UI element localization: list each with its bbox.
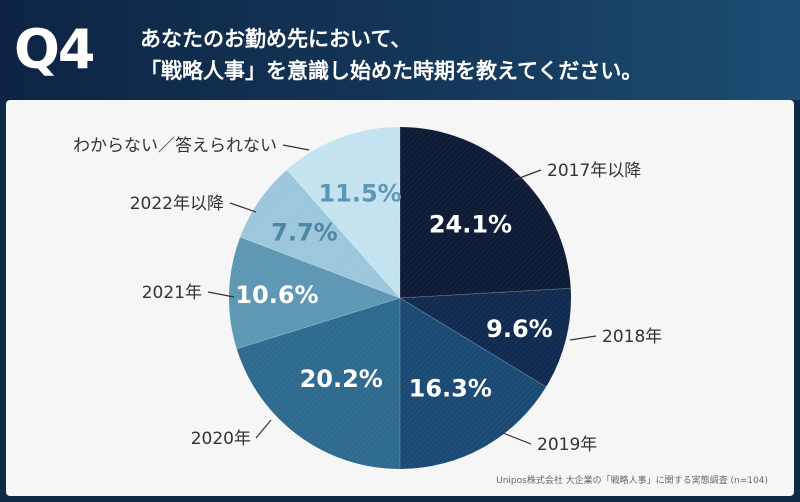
header-banner: Q4 あなたのお勤め先において、 「戦略人事」を意識し始めた時期を教えてください… (0, 0, 800, 100)
slice-value-label: 16.3% (409, 374, 492, 402)
slice-separator (236, 297, 401, 350)
category-label: 2020年 (191, 429, 251, 449)
question-number-badge: Q4 (14, 18, 95, 81)
pie-slice-texture-3 (400, 298, 547, 469)
category-label: 2021年 (142, 283, 202, 303)
leader-line (282, 144, 310, 151)
slice-value-label: 24.1% (429, 210, 512, 238)
category-label: 2022年以降 (130, 194, 224, 214)
leader-line (513, 169, 542, 181)
slice-value-label: 11.5% (318, 179, 401, 207)
pie-slice-texture-7 (286, 127, 400, 298)
slice-value-label: 20.2% (300, 365, 383, 393)
leader-line (207, 291, 235, 298)
slice-separator (399, 297, 547, 388)
pie-slice-texture-5 (229, 237, 400, 349)
pie-slice-texture-2 (400, 288, 571, 387)
slice-separator (286, 169, 401, 299)
slice-value-label: 10.6% (235, 281, 318, 309)
chart-panel: 24.1% 9.6% 16.3% 20.2% 10.6% 7.7% 11.5% 2017年以降… (6, 100, 794, 496)
leader-line (229, 202, 257, 213)
pie-slice-texture-4 (236, 298, 400, 469)
slice-value-label: 7.7% (271, 219, 338, 247)
slice-separator (240, 236, 401, 299)
slice-separator (399, 287, 571, 299)
leader-line (255, 419, 272, 439)
category-label: わからない／答えられない (73, 136, 277, 156)
leader-line (502, 432, 532, 445)
pie-slice-texture-1 (400, 127, 571, 298)
category-label: 2019年 (537, 435, 597, 455)
question-title-line2: 「戦略人事」を意識し始めた時期を教えてください。 (140, 59, 643, 83)
category-label: 2017年以降 (547, 161, 641, 181)
source-note: Unipos株式会社 大企業の「戦略人事」に関する実態調査 (n=104) (496, 476, 768, 486)
pie-chart: 24.1% 9.6% 16.3% 20.2% 10.6% 7.7% 11.5% 2017年以降… (73, 127, 662, 469)
pie-slice-texture-6 (240, 169, 400, 298)
category-label: 2018年 (602, 327, 662, 347)
question-title-line1: あなたのお勤め先において、 (140, 27, 412, 51)
leader-line (569, 335, 597, 341)
slice-value-label: 9.6% (486, 315, 553, 343)
